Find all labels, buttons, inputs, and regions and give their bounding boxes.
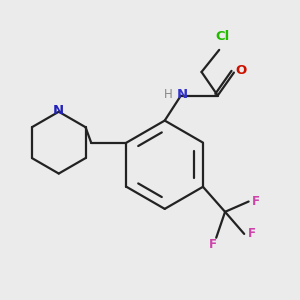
Text: Cl: Cl <box>216 30 230 44</box>
Text: F: F <box>248 227 256 240</box>
Text: O: O <box>236 64 247 77</box>
Text: N: N <box>53 104 64 117</box>
Text: H: H <box>164 88 173 100</box>
Text: F: F <box>252 195 260 208</box>
Text: F: F <box>209 238 217 251</box>
Text: N: N <box>177 88 188 100</box>
